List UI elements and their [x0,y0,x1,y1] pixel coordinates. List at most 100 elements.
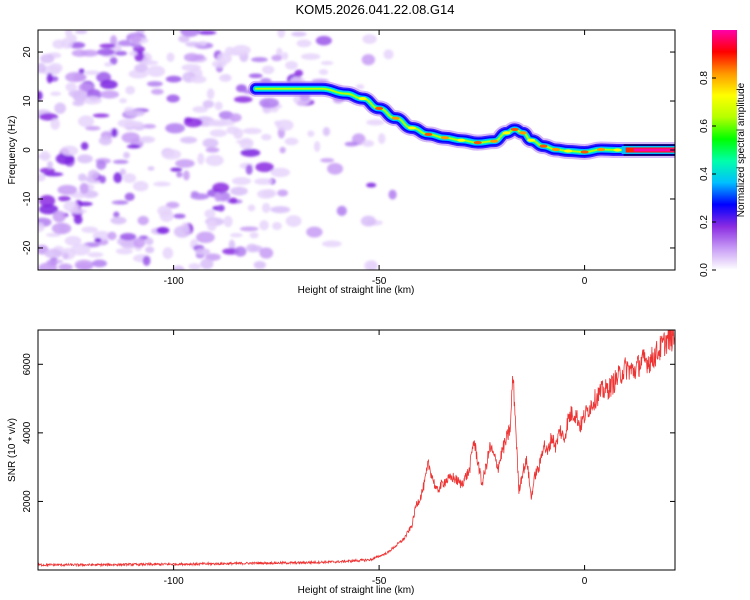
noise-blob [156,226,170,234]
noise-blob [196,231,215,244]
noise-blob [124,192,135,201]
ridge-hotspot [407,126,416,130]
noise-blob [197,153,205,165]
noise-blob [110,35,118,46]
spectrogram-y-tick-label: 10 [22,95,33,107]
noise-blob [261,65,275,75]
noise-blob [240,148,261,157]
noise-blob [194,248,211,256]
noise-blob [261,133,272,141]
noise-blob [99,79,118,90]
noise-blob [142,255,151,266]
spectrogram-x-tick-label: -50 [372,276,387,287]
noise-blob [119,98,128,104]
ridge-hotspot [440,136,449,140]
colorbar-tick-label: 0.0 [699,263,710,277]
noise-blob [249,232,259,239]
spectrogram-x-tick-label: -100 [164,276,184,287]
noise-blob [228,239,236,251]
noise-blob [126,144,141,149]
noise-blob [306,226,323,238]
noise-blob [233,128,244,140]
noise-blob [206,88,215,100]
noise-blob [46,73,53,84]
noise-blob [162,247,174,260]
noise-blob [115,50,128,56]
noise-blob [98,136,113,146]
noise-blob [60,145,79,156]
noise-blob [130,33,142,44]
noise-blob [47,160,54,170]
noise-blob [197,30,217,35]
spectrogram-y-tick-label: -10 [22,191,33,206]
noise-blob [254,178,273,185]
noise-blob [133,237,146,249]
noise-blob [165,75,182,83]
noise-blob [68,208,88,214]
noise-blob [327,162,344,175]
noise-blob [99,90,119,99]
noise-blob [211,60,227,68]
noise-blob [200,258,214,270]
noise-blob [378,133,386,145]
noise-blob [80,142,89,151]
noise-blob [147,166,155,171]
noise-blob [52,39,66,49]
noise-blob [239,226,259,232]
noise-blob [230,233,243,238]
noise-blob [137,215,149,226]
noise-blob [50,91,62,96]
noise-blob [72,100,85,107]
noise-blob [39,150,51,162]
noise-blob [145,246,155,254]
noise-blob [214,192,222,202]
noise-blob [277,189,289,197]
noise-blob [120,240,139,249]
colorbar-tick-label: 0.8 [699,71,710,85]
noise-blob [178,35,190,43]
noise-blob [41,65,61,76]
noise-blob [57,184,78,195]
noise-blob [336,205,347,216]
noise-blob [207,119,222,127]
noise-blob [63,201,80,212]
noise-blob [205,147,220,153]
noise-blob [248,73,263,79]
noise-blob [115,248,133,255]
noise-blob [119,233,137,241]
noise-blob [119,168,126,176]
noise-blob [51,222,72,235]
noise-blob [134,63,149,73]
ridge-hotspot [613,148,622,152]
noise-blob [173,213,186,219]
noise-blob [190,75,207,84]
snr-panel: -100 -50 0 2000 4000 6000 Height of straight … [7,329,676,596]
spectrogram-y-tick-label: -20 [22,240,33,255]
noise-blob [92,113,110,118]
noise-blob [73,73,87,82]
noise-blob [46,259,58,267]
frequency-ridge [247,80,675,160]
noise-blob [50,118,60,130]
noise-blob [165,123,185,134]
noise-blob [202,138,219,148]
noise-blob [259,247,274,259]
noise-blob [78,68,85,74]
ridge-hotspot [375,106,384,110]
snr-x-tick-label: -100 [164,576,184,587]
noise-blob [113,172,123,184]
noise-blob [190,191,199,196]
ridge-hotspot [510,127,519,132]
noise-blob [94,237,102,243]
noise-blob [180,136,198,144]
colorbar-tick-label: 0.6 [699,119,710,133]
spectrogram-y-axis-label: Frequency (Hz) [7,116,18,185]
ridge-hotspot [457,138,466,142]
noise-blob [104,62,113,67]
ridge-hotspot [502,131,511,135]
noise-blob [132,181,149,192]
colorbar: 0.0 0.2 0.4 0.6 0.8 Normalized spectral ampl… [699,30,747,277]
noise-blob [99,43,116,49]
